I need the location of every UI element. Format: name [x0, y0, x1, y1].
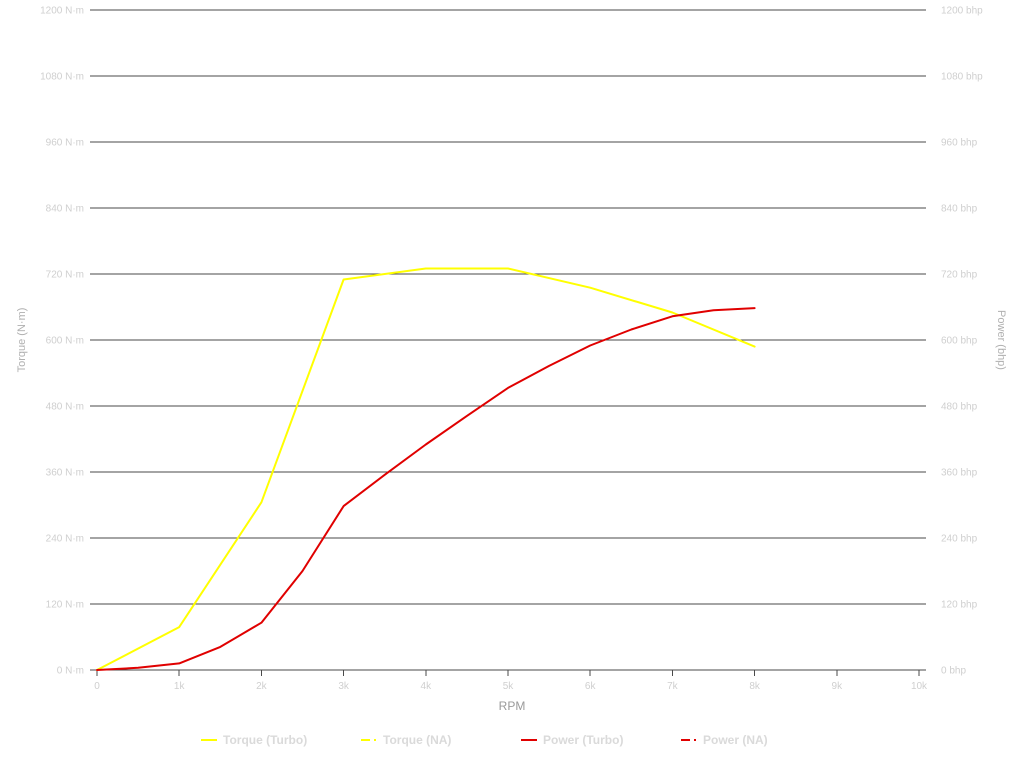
x-tick-label: 8k [749, 681, 761, 692]
legend-item-label: Torque (Turbo) [223, 733, 307, 747]
series-line-torque-turbo [96, 267, 756, 671]
y-right-tick-label: 840 bhp [941, 204, 978, 215]
y-left-tick-label: 960 N·m [46, 138, 84, 149]
left-axis-ticks: 0 N·m 120 N·m 240 N·m 360 N·m 480 N·m 600 N·m… [40, 6, 84, 677]
x-axis-title: RPM [499, 699, 526, 713]
x-tick-label: 1k [174, 681, 186, 692]
y-right-tick-label: 600 bhp [941, 336, 978, 347]
y-left-tick-label: 480 N·m [46, 402, 84, 413]
y-left-tick-label: 1080 N·m [40, 72, 84, 83]
y-right-tick-label: 480 bhp [941, 402, 978, 413]
y-right-tick-label: 960 bhp [941, 138, 978, 149]
y-axis-left-title: Torque (N·m) [16, 308, 28, 373]
y-right-tick-label: 1080 bhp [941, 72, 983, 83]
x-tick-label: 5k [503, 681, 515, 692]
y-left-tick-label: 360 N·m [46, 468, 84, 479]
x-tick-label: 7k [667, 681, 679, 692]
y-left-tick-label: 120 N·m [46, 600, 84, 611]
y-right-tick-label: 1200 bhp [941, 6, 983, 17]
series-line-power-turbo [96, 307, 756, 671]
y-right-tick-label: 120 bhp [941, 600, 978, 611]
y-left-tick-label: 0 N·m [57, 666, 84, 677]
y-left-tick-label: 240 N·m [46, 534, 84, 545]
y-axis-right-title: Power (bhp) [995, 310, 1007, 370]
x-tick-label: 9k [832, 681, 844, 692]
y-left-tick-label: 840 N·m [46, 204, 84, 215]
x-tick-label: 0 [94, 681, 100, 692]
y-left-tick-label: 1200 N·m [40, 6, 84, 17]
series-layer [96, 267, 756, 671]
legend-item-label: Power (NA) [703, 733, 768, 747]
grid-layer [90, 9, 926, 671]
y-right-tick-label: 720 bhp [941, 270, 978, 281]
x-tick-label: 10k [911, 681, 928, 692]
y-right-tick-label: 0 bhp [941, 666, 966, 677]
legend-item-label: Power (Turbo) [543, 733, 623, 747]
x-tick-label: 2k [256, 681, 268, 692]
x-tick-label: 3k [338, 681, 350, 692]
x-axis-ticks: 0 1k 2k 3k 4k 5k 6k 7k 8k 9k 10k [94, 670, 928, 692]
y-left-tick-label: 600 N·m [46, 336, 84, 347]
right-axis-ticks: 0 bhp 120 bhp 240 bhp 360 bhp 480 bhp 600 bhp… [941, 6, 983, 677]
y-right-tick-label: 240 bhp [941, 534, 978, 545]
legend-item-label: Torque (NA) [383, 733, 451, 747]
y-left-tick-label: 720 N·m [46, 270, 84, 281]
y-right-tick-label: 360 bhp [941, 468, 978, 479]
legend: Torque (Turbo) Torque (NA) Power (Turbo) Po… [201, 733, 768, 747]
x-tick-label: 4k [421, 681, 433, 692]
x-tick-label: 6k [585, 681, 597, 692]
